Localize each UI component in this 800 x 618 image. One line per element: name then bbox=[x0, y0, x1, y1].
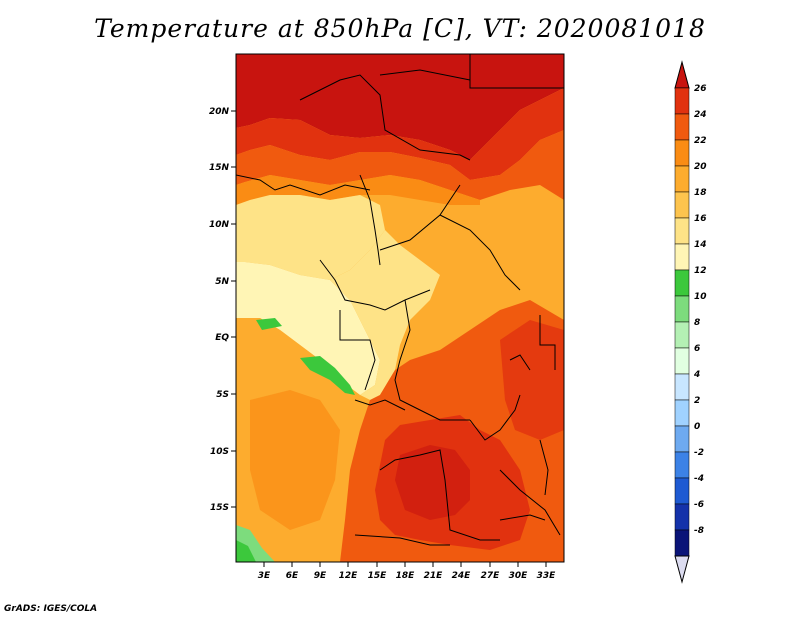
lon-label-6e: 6E bbox=[286, 571, 299, 581]
colorbar-label-20: 20 bbox=[694, 162, 707, 172]
colorbar-label-neg6: -6 bbox=[694, 500, 704, 510]
colorbar-label-8: 8 bbox=[694, 318, 700, 328]
latitude-labels: 20N 15N 10N 5N EQ 5S 10S 15S bbox=[209, 107, 230, 513]
colorbar-swatch bbox=[674, 139, 690, 167]
page-title: Temperature at 850hPa [C], VT: 202008101… bbox=[94, 14, 706, 43]
colorbar-swatch bbox=[674, 425, 690, 453]
colorbar-label-2: 2 bbox=[694, 396, 700, 406]
lat-label-eq: EQ bbox=[215, 333, 229, 343]
colorbar-bottom-triangle bbox=[674, 555, 690, 584]
colorbar-swatch bbox=[674, 373, 690, 401]
colorbar-swatch bbox=[674, 321, 690, 349]
lon-label-3e: 3E bbox=[258, 571, 271, 581]
colorbar-label-neg8: -8 bbox=[694, 526, 704, 536]
colorbar-swatch bbox=[674, 451, 690, 479]
lat-label-20n: 20N bbox=[209, 107, 230, 117]
lat-label-15s: 15S bbox=[210, 503, 229, 513]
colorbar-swatch bbox=[674, 217, 690, 245]
colorbar-swatch bbox=[674, 503, 690, 531]
lon-label-18e: 18E bbox=[396, 571, 416, 581]
colorbar-label-24: 24 bbox=[694, 110, 707, 120]
lon-label-12e: 12E bbox=[339, 571, 359, 581]
colorbar-label-4: 4 bbox=[693, 370, 700, 380]
colorbar bbox=[674, 60, 690, 584]
colorbar-top-triangle bbox=[674, 60, 690, 89]
colorbar-labels: 26 24 22 20 18 16 14 12 10 8 6 4 2 0 -2 … bbox=[693, 84, 707, 536]
colorbar-label-26: 26 bbox=[694, 84, 707, 94]
colorbar-label-22: 22 bbox=[694, 136, 707, 146]
lon-label-15e: 15E bbox=[368, 571, 388, 581]
colorbar-label-6: 6 bbox=[694, 344, 700, 354]
lat-label-15n: 15N bbox=[209, 163, 230, 173]
lon-label-9e: 9E bbox=[314, 571, 327, 581]
colorbar-swatch bbox=[674, 165, 690, 193]
colorbar-label-12: 12 bbox=[694, 266, 707, 276]
colorbar-swatch bbox=[674, 399, 690, 427]
colorbar-swatch bbox=[674, 113, 690, 141]
country-borders bbox=[236, 54, 564, 546]
longitude-labels: 3E 6E 9E 12E 15E 18E 21E 24E 27E 30E 33E bbox=[258, 571, 556, 581]
latitude-axis bbox=[231, 110, 236, 508]
lon-label-30e: 30E bbox=[509, 571, 529, 581]
colorbar-label-neg2: -2 bbox=[694, 448, 704, 458]
colorbar-label-neg4: -4 bbox=[694, 474, 704, 484]
lat-label-10s: 10S bbox=[210, 447, 229, 457]
colorbar-label-10: 10 bbox=[694, 292, 707, 302]
lat-label-5s: 5S bbox=[216, 390, 229, 400]
lat-label-5n: 5N bbox=[215, 277, 229, 287]
lon-label-24e: 24E bbox=[452, 571, 472, 581]
lat-label-10n: 10N bbox=[209, 220, 230, 230]
colorbar-swatch bbox=[674, 295, 690, 323]
colorbar-label-18: 18 bbox=[694, 188, 707, 198]
map-frame bbox=[235, 53, 565, 563]
colorbar-swatch bbox=[674, 347, 690, 375]
grads-credit: GrADS: IGES/COLA bbox=[4, 604, 98, 614]
longitude-axis bbox=[263, 562, 547, 567]
lon-label-33e: 33E bbox=[537, 571, 557, 581]
colorbar-swatch bbox=[674, 243, 690, 271]
colorbar-swatch bbox=[674, 269, 690, 297]
lon-label-27e: 27E bbox=[481, 571, 501, 581]
colorbar-label-16: 16 bbox=[694, 214, 707, 224]
colorbar-label-0: 0 bbox=[694, 422, 700, 432]
lon-label-21e: 21E bbox=[424, 571, 444, 581]
colorbar-swatch bbox=[674, 477, 690, 505]
colorbar-swatch bbox=[674, 87, 690, 115]
temperature-field bbox=[236, 54, 564, 562]
colorbar-swatch bbox=[674, 529, 690, 557]
colorbar-label-14: 14 bbox=[694, 240, 707, 250]
colorbar-swatch bbox=[674, 191, 690, 219]
